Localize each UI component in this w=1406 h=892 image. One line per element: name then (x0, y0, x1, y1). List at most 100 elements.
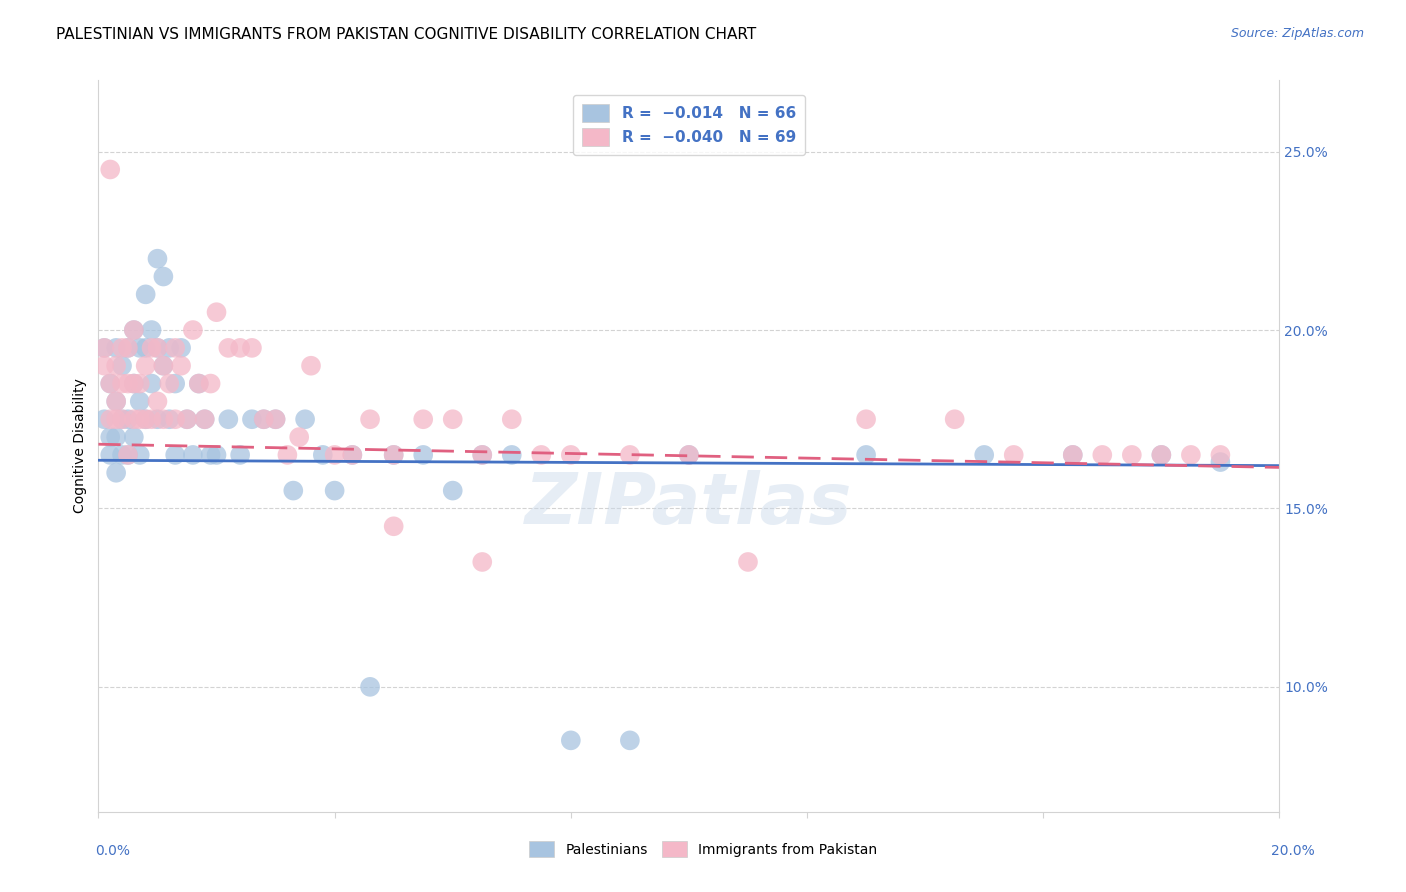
Point (382, 519, 405, 533)
Point (105, 430, 128, 444)
Point (98, 162, 121, 177)
Point (283, 483, 305, 498)
Point (128, 394, 150, 409)
Point (122, 323, 145, 337)
Point (382, 448, 405, 462)
Point (141, 412, 163, 426)
Point (253, 412, 276, 426)
Point (98, 376, 121, 391)
Point (165, 376, 187, 391)
Point (619, 733, 641, 747)
Point (135, 412, 157, 426)
Point (170, 341, 193, 355)
Point (382, 448, 405, 462)
Point (117, 376, 139, 391)
Point (157, 376, 180, 391)
Point (93, 341, 115, 355)
Point (165, 341, 187, 355)
Point (560, 448, 582, 462)
Point (323, 448, 346, 462)
Point (359, 412, 381, 426)
Point (530, 448, 553, 462)
Point (93, 359, 115, 373)
Point (117, 448, 139, 462)
Point (128, 341, 150, 355)
Point (471, 448, 494, 462)
Point (1002, 448, 1025, 462)
Point (111, 412, 134, 426)
Point (560, 733, 582, 747)
Point (135, 341, 157, 355)
Point (135, 287, 157, 301)
Point (678, 448, 700, 462)
Point (93, 412, 115, 426)
Point (152, 412, 174, 426)
Point (111, 412, 134, 426)
Text: Source: ZipAtlas.com: Source: ZipAtlas.com (1230, 27, 1364, 40)
Point (146, 252, 169, 266)
Point (117, 341, 139, 355)
Point (152, 359, 174, 373)
Text: 20.0%: 20.0% (1271, 844, 1315, 857)
Point (471, 555, 494, 569)
Legend: R =  −0.014   N = 66, R =  −0.040   N = 69: R = −0.014 N = 66, R = −0.040 N = 69 (572, 95, 806, 155)
Point (194, 412, 217, 426)
Point (501, 412, 523, 426)
Point (146, 341, 169, 355)
Point (619, 448, 641, 462)
Point (678, 448, 700, 462)
Point (98, 412, 121, 426)
Point (111, 341, 134, 355)
Point (165, 412, 187, 426)
Point (157, 412, 180, 426)
Point (117, 412, 139, 426)
Point (194, 412, 217, 426)
Point (176, 412, 198, 426)
Point (299, 359, 322, 373)
Point (141, 376, 163, 391)
Point (1062, 448, 1084, 462)
Point (105, 341, 128, 355)
Point (98, 448, 121, 462)
Point (117, 341, 139, 355)
Point (229, 341, 252, 355)
Point (471, 448, 494, 462)
Point (441, 412, 464, 426)
Point (146, 341, 169, 355)
Point (105, 466, 128, 480)
Point (1209, 448, 1232, 462)
Point (105, 394, 128, 409)
Point (117, 448, 139, 462)
Point (264, 412, 287, 426)
Text: ZIPatlas: ZIPatlas (526, 470, 852, 539)
Point (122, 412, 145, 426)
Point (128, 412, 150, 426)
Point (141, 341, 163, 355)
Point (152, 269, 174, 284)
Text: 0.0%: 0.0% (96, 844, 131, 857)
Point (187, 376, 209, 391)
Point (441, 483, 464, 498)
Point (176, 412, 198, 426)
Point (135, 359, 157, 373)
Point (181, 323, 204, 337)
Point (737, 555, 759, 569)
Point (122, 376, 145, 391)
Point (128, 376, 150, 391)
Point (217, 412, 239, 426)
Point (187, 376, 209, 391)
Point (294, 412, 316, 426)
Point (240, 412, 263, 426)
Point (111, 376, 134, 391)
Point (200, 376, 222, 391)
Point (1180, 448, 1202, 462)
Point (973, 448, 995, 462)
Point (253, 412, 276, 426)
Point (128, 448, 150, 462)
Point (205, 305, 228, 319)
Point (855, 448, 877, 462)
Point (105, 412, 128, 426)
Point (229, 448, 252, 462)
Point (170, 359, 193, 373)
Y-axis label: Cognitive Disability: Cognitive Disability (73, 378, 87, 514)
